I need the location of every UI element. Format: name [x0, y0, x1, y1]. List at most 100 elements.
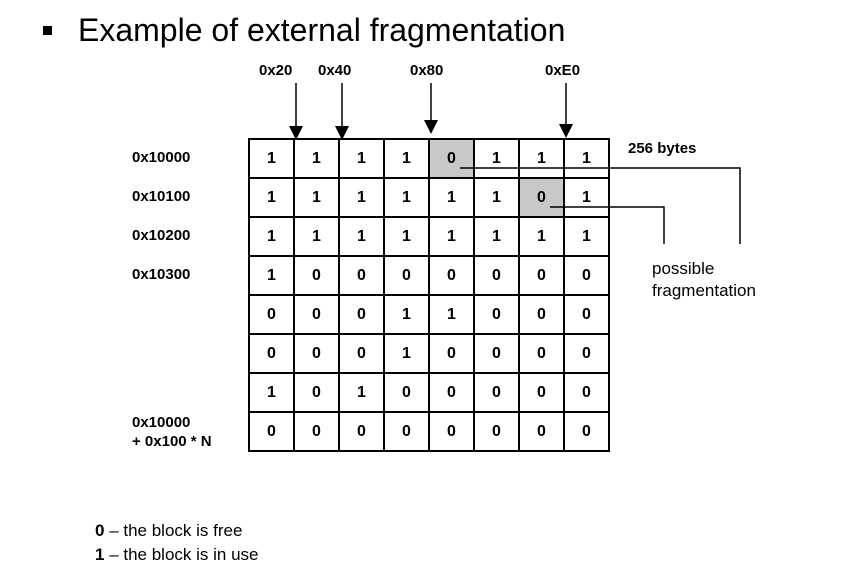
- connector-line-1: [460, 167, 741, 244]
- grid-cell: 1: [563, 216, 610, 257]
- grid-cell: 0: [473, 372, 520, 413]
- annotation-line-2: fragmentation: [652, 281, 756, 300]
- grid-cell: 0: [518, 333, 565, 374]
- grid-cell: 0: [473, 333, 520, 374]
- grid-cell: 1: [563, 177, 610, 218]
- grid-cell: 1: [248, 216, 295, 257]
- grid-cell: 1: [248, 177, 295, 218]
- grid-cell: 1: [338, 372, 385, 413]
- address-label-0xE0: 0xE0: [545, 62, 581, 79]
- legend-symbol-in-use: 1: [95, 545, 105, 564]
- grid-cell: 1: [518, 216, 565, 257]
- grid-cell: 0: [383, 372, 430, 413]
- grid-cell: 1: [383, 333, 430, 374]
- grid-cell: 1: [383, 294, 430, 335]
- annotation-line-1: possible: [652, 259, 715, 278]
- grid-cell: 0: [293, 372, 340, 413]
- grid-cell: 0: [518, 294, 565, 335]
- arrow-head-0x40: [335, 126, 349, 140]
- grid-cell: 0: [518, 411, 565, 452]
- grid-cell: 1: [293, 177, 340, 218]
- fragmentation-annotation: possible fragmentation: [652, 258, 756, 302]
- grid-cell: 0: [473, 294, 520, 335]
- row-label-nth-line2: + 0x100 * N: [132, 433, 212, 450]
- grid-cell: 0: [248, 333, 295, 374]
- grid-cell: 0: [428, 138, 475, 179]
- grid-cell: 0: [428, 411, 475, 452]
- grid-cell: 1: [383, 216, 430, 257]
- grid-cell: 0: [428, 255, 475, 296]
- grid-cell: 1: [338, 177, 385, 218]
- grid-cell: 1: [248, 138, 295, 179]
- row-label-0x10200: 0x10200: [132, 227, 191, 244]
- grid-cell: 0: [518, 372, 565, 413]
- legend-text-free: – the block is free: [104, 521, 243, 540]
- legend-text-in-use: – the block is in use: [104, 545, 259, 564]
- arrow-head-0xE0: [559, 124, 573, 138]
- grid-cell: 0: [518, 177, 565, 218]
- grid-cell: 1: [248, 255, 295, 296]
- grid-cell: 0: [473, 255, 520, 296]
- grid-cell: 1: [428, 177, 475, 218]
- arrow-head-0x20: [289, 126, 303, 140]
- row-label-0x10300: 0x10300: [132, 266, 191, 283]
- slide-title: Example of external fragmentation: [78, 12, 566, 48]
- size-label: 256 bytes: [628, 140, 697, 157]
- bullet-marker: [43, 26, 52, 35]
- grid-cell: 0: [293, 411, 340, 452]
- grid-cell: 1: [473, 177, 520, 218]
- grid-cell: 0: [563, 255, 610, 296]
- grid-cell: 1: [518, 138, 565, 179]
- grid-cell: 0: [383, 255, 430, 296]
- grid-cell: 0: [428, 372, 475, 413]
- grid-cell: 1: [428, 216, 475, 257]
- grid-cell: 0: [518, 255, 565, 296]
- legend-free: 0 – the block is free: [95, 520, 242, 542]
- grid-cell: 0: [563, 411, 610, 452]
- legend-in-use: 1 – the block is in use: [95, 544, 259, 566]
- grid-cell: 0: [563, 372, 610, 413]
- grid-cell: 0: [248, 411, 295, 452]
- grid-cell: 1: [338, 216, 385, 257]
- grid-cell: 1: [338, 138, 385, 179]
- grid-cell: 0: [293, 333, 340, 374]
- grid-cell: 0: [293, 294, 340, 335]
- grid-cell: 1: [473, 216, 520, 257]
- grid-cell: 1: [293, 138, 340, 179]
- grid-cell: 0: [563, 333, 610, 374]
- address-label-0x40: 0x40: [318, 62, 352, 79]
- grid-cell: 0: [338, 294, 385, 335]
- grid-cell: 0: [338, 255, 385, 296]
- grid-cell: 0: [248, 294, 295, 335]
- grid-cell: 1: [563, 138, 610, 179]
- grid-cell: 0: [473, 411, 520, 452]
- legend-symbol-free: 0: [95, 521, 105, 540]
- grid-cell: 0: [293, 255, 340, 296]
- row-label-0x10000: 0x10000: [132, 149, 191, 166]
- grid-cell: 0: [338, 333, 385, 374]
- connector-line-2: [550, 206, 665, 244]
- row-label-0x10100: 0x10100: [132, 188, 191, 205]
- grid-cell: 0: [338, 411, 385, 452]
- grid-cell: 1: [383, 177, 430, 218]
- grid-cell: 1: [293, 216, 340, 257]
- grid-cell: 0: [383, 411, 430, 452]
- address-label-0x80: 0x80: [410, 62, 444, 79]
- grid-cell: 1: [428, 294, 475, 335]
- grid-cell: 1: [248, 372, 295, 413]
- address-label-0x20: 0x20: [259, 62, 293, 79]
- grid-cell: 0: [428, 333, 475, 374]
- row-label-nth-line1: 0x10000: [132, 414, 191, 431]
- grid-cell: 1: [473, 138, 520, 179]
- grid-cell: 1: [383, 138, 430, 179]
